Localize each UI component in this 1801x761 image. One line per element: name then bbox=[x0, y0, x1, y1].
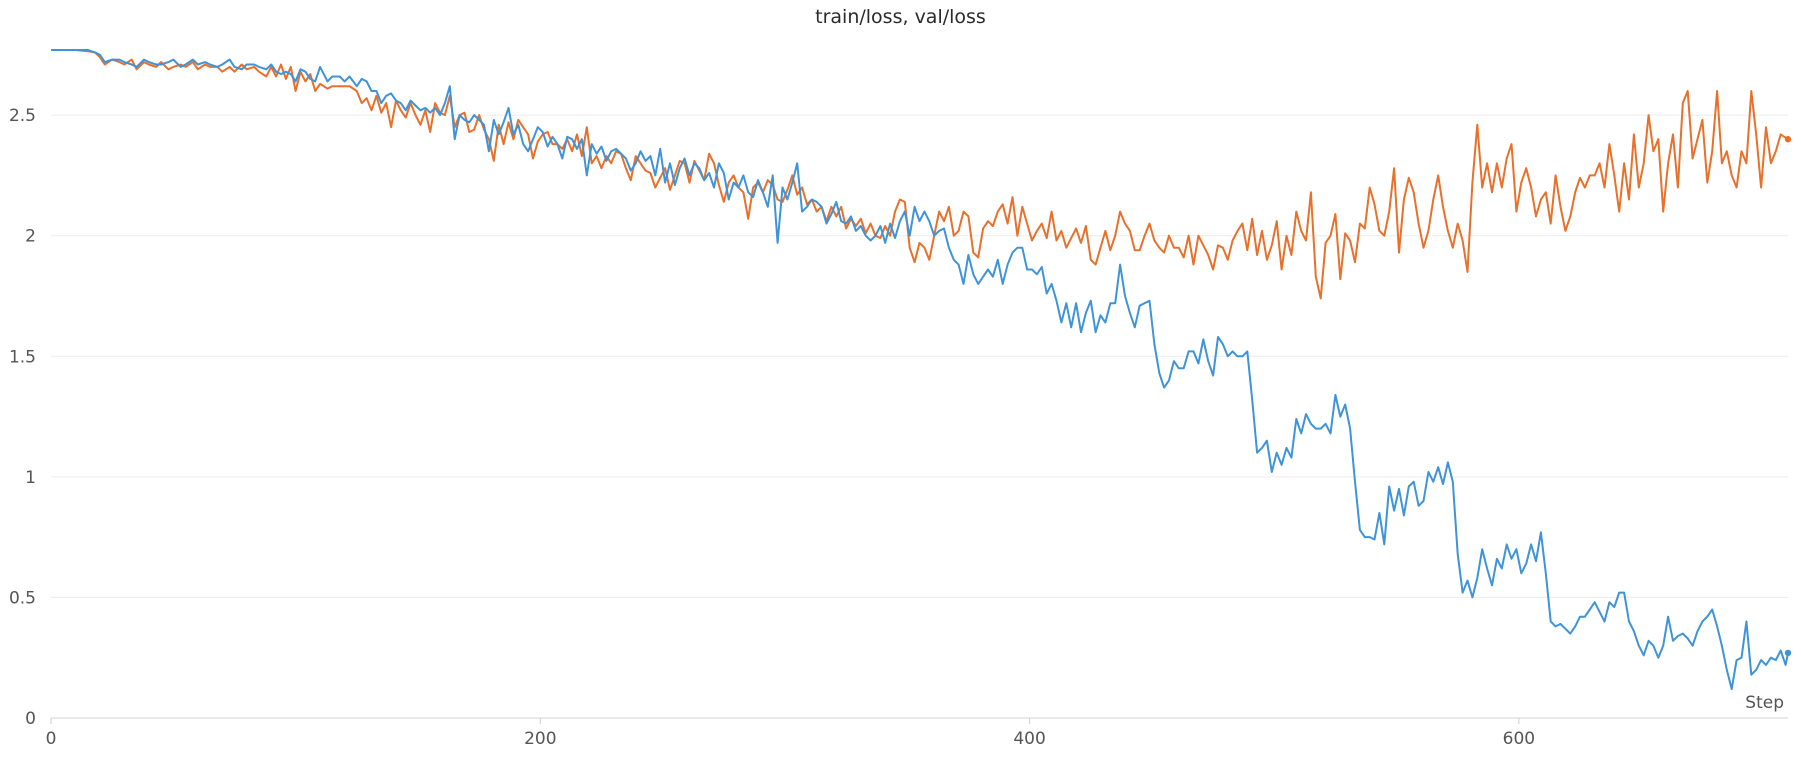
series-line-2 bbox=[51, 49, 1789, 691]
series-lines bbox=[51, 49, 1792, 691]
grid bbox=[51, 114, 1788, 598]
x-axis-title: Step bbox=[1745, 693, 1784, 713]
chart-title: train/loss, val/loss bbox=[815, 6, 986, 28]
y-tick-label: 0.5 bbox=[9, 588, 36, 608]
series-line-1 bbox=[51, 49, 1789, 300]
y-tick-label: 1.5 bbox=[9, 347, 36, 367]
x-tick-label: 600 bbox=[1503, 729, 1535, 749]
y-tick-label: 2 bbox=[25, 227, 36, 247]
x-tick-label: 400 bbox=[1013, 729, 1045, 749]
x-tick-label: 0 bbox=[46, 729, 57, 749]
x-tick-label: 200 bbox=[524, 729, 556, 749]
y-tick-label: 0 bbox=[25, 709, 36, 729]
series-end-point-1 bbox=[1784, 136, 1792, 143]
y-tick-label: 2.5 bbox=[9, 106, 36, 126]
series-end-point-2 bbox=[1784, 649, 1792, 657]
tick-labels: 0 0.5 1 1.5 2 2.5 0 200 400 600 bbox=[9, 106, 1535, 749]
y-tick-label: 1 bbox=[25, 468, 36, 488]
